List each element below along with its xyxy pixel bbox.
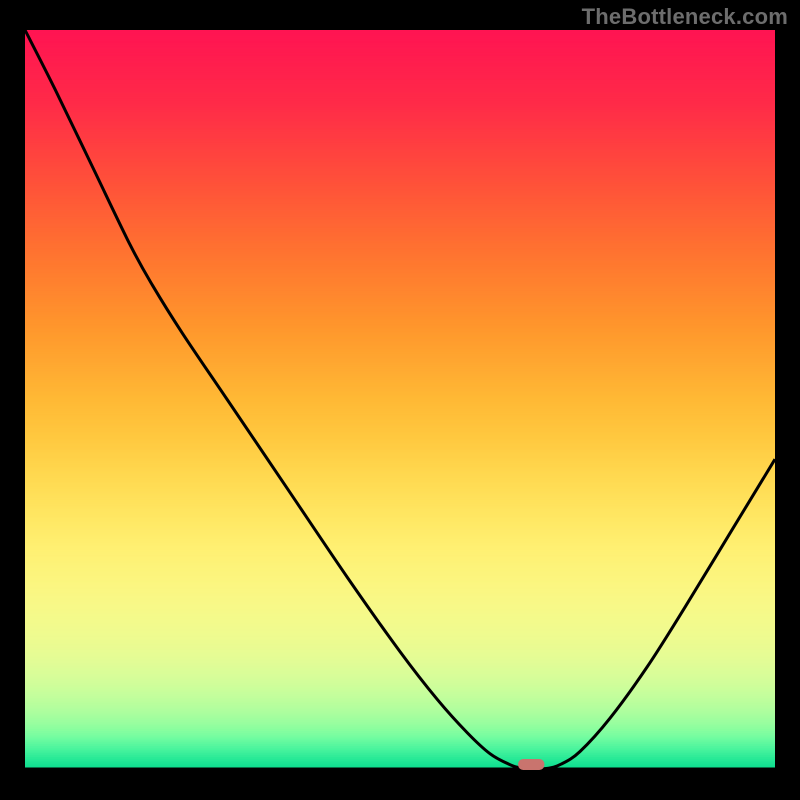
optimum-marker	[518, 759, 544, 770]
gradient-background	[25, 30, 775, 770]
watermark-label: TheBottleneck.com	[582, 4, 788, 30]
chart-container: TheBottleneck.com	[0, 0, 800, 800]
bottleneck-chart	[25, 30, 775, 770]
